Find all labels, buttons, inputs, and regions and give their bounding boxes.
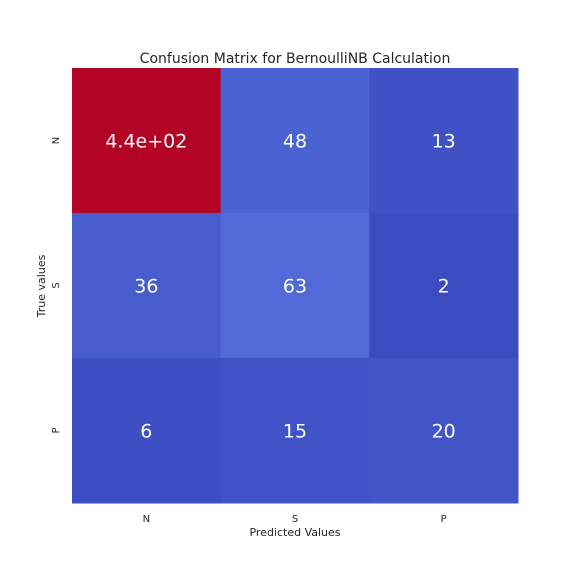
heatmap-cell xyxy=(369,358,519,504)
x-axis-label: Predicted Values xyxy=(249,526,340,539)
heatmap-cell xyxy=(72,213,222,359)
y-tick-label: N xyxy=(51,137,62,144)
heatmap-cell xyxy=(72,358,222,504)
heatmap-cell xyxy=(369,213,519,359)
y-tick-label: S xyxy=(51,282,62,288)
cell-value-label: 48 xyxy=(283,131,307,153)
heatmap-cells xyxy=(72,68,519,504)
heatmap-cell xyxy=(72,68,222,214)
chart-title: Confusion Matrix for BernoulliNB Calcula… xyxy=(140,51,451,67)
cell-value-label: 36 xyxy=(134,276,158,298)
cell-value-label: 4.4e+02 xyxy=(105,131,187,153)
cell-value-label: 63 xyxy=(283,276,307,298)
cell-value-label: 20 xyxy=(432,421,456,443)
cell-value-label: 13 xyxy=(432,131,456,153)
heatmap-cell-labels: 4.4e+02 48 13 36 63 2 6 15 20 xyxy=(105,131,455,443)
heatmap-cell xyxy=(369,68,519,214)
x-tick-label: N xyxy=(143,514,150,525)
heatmap-cell xyxy=(220,68,370,214)
cell-value-label: 6 xyxy=(140,421,152,443)
y-axis-ticks: N S P xyxy=(51,137,62,434)
heatmap-cell xyxy=(220,213,370,359)
x-tick-label: P xyxy=(441,514,447,525)
x-tick-label: S xyxy=(292,514,298,525)
cell-value-label: 2 xyxy=(438,276,450,298)
y-axis-label: True values xyxy=(35,254,48,318)
y-tick-label: P xyxy=(51,427,62,433)
cell-value-label: 15 xyxy=(283,421,307,443)
heatmap-cell xyxy=(220,358,370,504)
